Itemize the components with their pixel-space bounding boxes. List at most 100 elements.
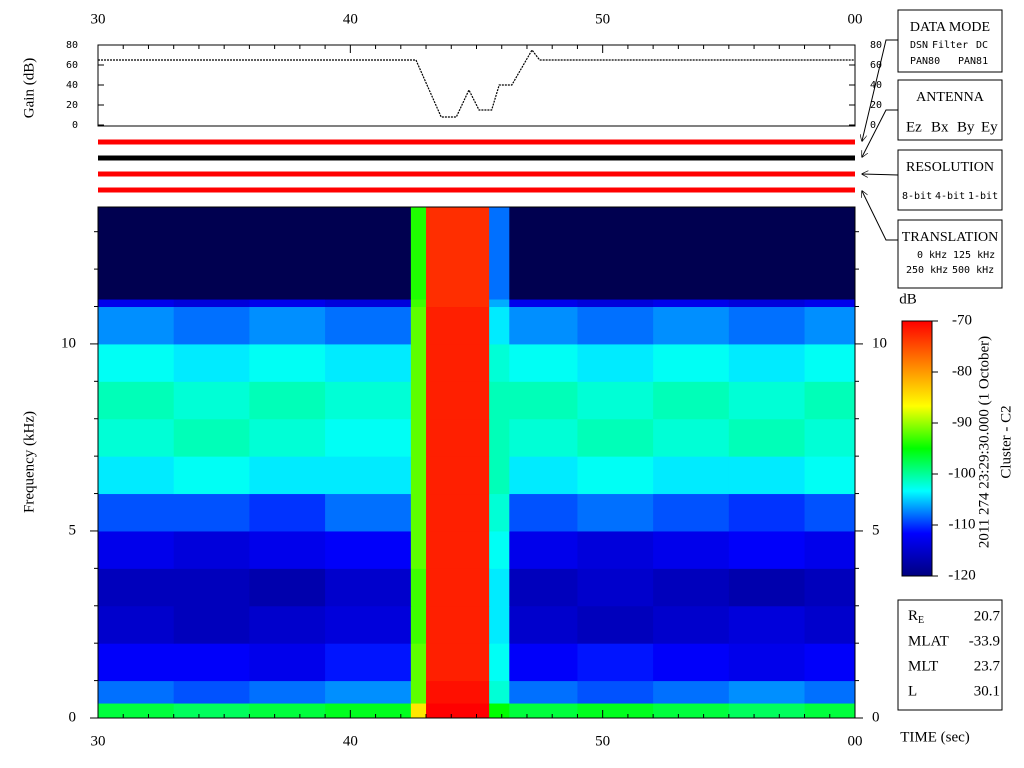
info-value: 30.1	[974, 683, 1000, 699]
x-tick-label: 30	[91, 733, 106, 749]
translation-panel: TRANSLATION 0 kHz 125 kHz 250 kHz 500 kH…	[897, 219, 1003, 289]
cell	[249, 299, 326, 308]
cell	[489, 456, 510, 495]
cell	[577, 643, 654, 682]
y-tick-label: 10	[872, 335, 887, 351]
cell	[325, 493, 412, 532]
cell	[804, 343, 856, 382]
cell	[489, 493, 510, 532]
cell	[728, 207, 806, 300]
cell	[173, 530, 250, 569]
y-tick-label: 5	[872, 522, 880, 538]
arrow	[862, 191, 898, 241]
panel-item: Ey	[981, 119, 998, 135]
cell	[325, 207, 412, 300]
cell	[577, 418, 654, 457]
cell	[325, 680, 412, 704]
cell	[249, 381, 326, 420]
panel-title: TRANSLATION	[902, 230, 998, 245]
panel-box	[897, 9, 1003, 73]
cell	[325, 605, 412, 644]
cell	[728, 680, 806, 704]
cell	[728, 530, 806, 569]
cell	[653, 343, 730, 382]
cell	[509, 306, 578, 345]
panel-item: PAN81	[958, 56, 988, 67]
spacecraft: Cluster - C2	[998, 405, 1014, 478]
cell	[728, 568, 806, 607]
cell	[98, 343, 175, 382]
y-tick-label: 40	[870, 80, 882, 91]
cell	[98, 299, 175, 308]
freq-axis-title: Frequency (kHz)	[21, 411, 37, 513]
cell	[509, 299, 578, 308]
y-tick-label: 10	[61, 335, 76, 351]
cell	[653, 703, 730, 719]
cell	[410, 703, 427, 719]
cell	[489, 299, 510, 308]
cell	[577, 680, 654, 704]
cell	[325, 381, 412, 420]
antenna-panel: ANTENNA Ez Bx By Ey	[897, 79, 1003, 141]
panel-item: DSN	[910, 40, 928, 51]
info-label: MLAT	[908, 633, 949, 649]
cell	[98, 493, 175, 532]
panel-arrows	[862, 39, 899, 241]
cell	[426, 343, 490, 382]
timestamp: 2011 274 23:29:30.000 (1 October)	[976, 336, 992, 548]
panel-item: Filter	[932, 40, 968, 51]
cell	[489, 306, 510, 345]
panel-item: DC	[976, 40, 988, 51]
info-value: 23.7	[974, 658, 1001, 674]
y-tick-label: 0	[872, 709, 880, 725]
cell	[653, 207, 730, 300]
panel-item: 4-bit	[935, 191, 965, 202]
colorbar-tick-label: -70	[952, 312, 972, 328]
cell	[98, 418, 175, 457]
panel-item: 0 kHz	[917, 250, 947, 261]
info-label: L	[908, 683, 917, 699]
cell	[325, 418, 412, 457]
cell	[489, 343, 510, 382]
panel-item: By	[957, 119, 975, 135]
cell	[410, 530, 427, 569]
cell	[653, 418, 730, 457]
cell	[509, 456, 578, 495]
panel-item: 500 kHz	[952, 265, 994, 276]
colorbar-tick-label: -100	[948, 465, 976, 481]
cell	[249, 343, 326, 382]
y-tick-label: 0	[69, 709, 77, 725]
cell	[728, 643, 806, 682]
cell	[728, 306, 806, 345]
cell	[410, 381, 427, 420]
x-tick-label: 00	[848, 733, 863, 749]
y-tick-label: 80	[870, 40, 882, 51]
cell	[804, 207, 856, 300]
info-label-main: R	[908, 608, 918, 624]
cell	[804, 299, 856, 308]
cell	[426, 605, 490, 644]
cell	[804, 456, 856, 495]
panel-item: 1-bit	[968, 191, 998, 202]
info-label-sub: E	[918, 615, 924, 626]
cell	[98, 643, 175, 682]
cell	[173, 568, 250, 607]
cell	[426, 456, 490, 495]
cell	[728, 493, 806, 532]
y-tick-label: 0	[72, 120, 78, 131]
cell	[577, 207, 654, 300]
cell	[410, 306, 427, 345]
cell	[728, 299, 806, 308]
panel-box	[897, 599, 1003, 711]
cell	[653, 306, 730, 345]
colorbar-tick-label: -80	[952, 363, 972, 379]
cell	[577, 343, 654, 382]
cell	[410, 207, 427, 300]
cell	[577, 299, 654, 308]
cell	[804, 381, 856, 420]
cell	[653, 456, 730, 495]
cell	[509, 643, 578, 682]
cell	[249, 568, 326, 607]
cell	[173, 418, 250, 457]
